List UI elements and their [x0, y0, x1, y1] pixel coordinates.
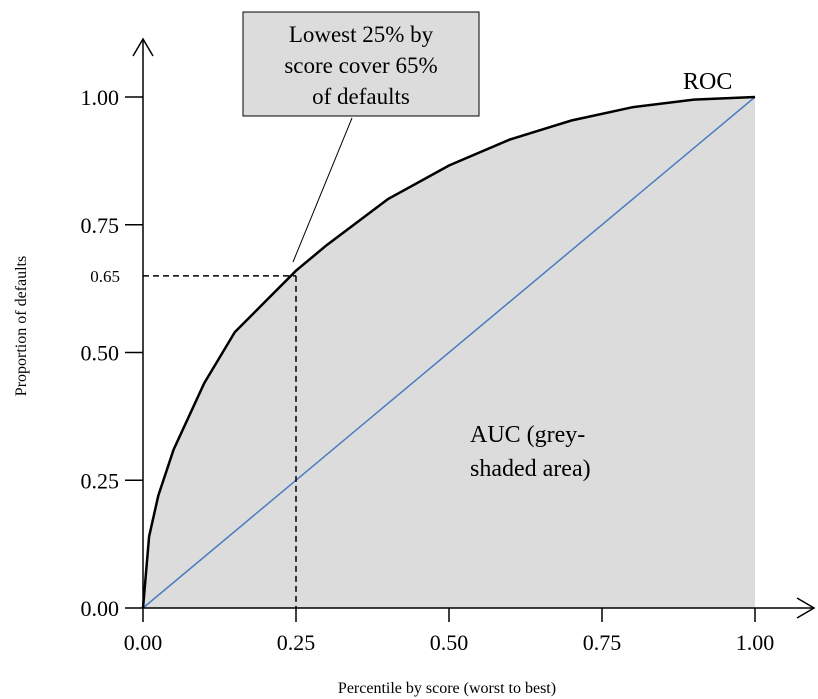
roc-curve	[141, 95, 756, 609]
x-axis-title: Percentile by score (worst to best)	[338, 680, 556, 697]
y-axis-ticks: 0.00 0.25 0.50 0.75 1.00	[81, 85, 143, 621]
y-axis-title: Proportion of defaults	[13, 256, 30, 396]
y-tick-label: 0.25	[81, 468, 120, 493]
y-tick-label: 0.50	[81, 341, 120, 366]
y-tick-label: 0.75	[81, 213, 120, 238]
y-tick-label: 0.00	[81, 596, 120, 621]
x-tick-label: 0.00	[124, 630, 163, 655]
x-tick-label: 0.50	[430, 630, 469, 655]
callout-text-line3: of defaults	[312, 84, 410, 109]
x-axis-arrowhead	[796, 597, 816, 619]
x-axis-ticks: 0.00 0.25 0.50 0.75 1.00	[124, 608, 775, 655]
auc-label-line1: AUC (grey-	[470, 422, 585, 448]
roc-curve-label: ROC	[683, 69, 732, 95]
auc-label-line2: shaded area)	[470, 456, 591, 482]
y-axis-arrowhead	[132, 37, 154, 57]
x-tick-label: 0.75	[583, 630, 622, 655]
callout-text-line1: Lowest 25% by	[289, 22, 434, 47]
diagonal-line	[142, 96, 756, 609]
callout-pointer-line	[292, 117, 353, 263]
x-tick-label: 0.25	[277, 630, 316, 655]
x-tick-label: 1.00	[736, 630, 775, 655]
reference-y-tick-label: 0.65	[90, 267, 120, 286]
y-tick-label: 1.00	[81, 85, 120, 110]
callout-box	[242, 11, 480, 117]
callout-text-line2: score cover 65%	[284, 53, 437, 78]
